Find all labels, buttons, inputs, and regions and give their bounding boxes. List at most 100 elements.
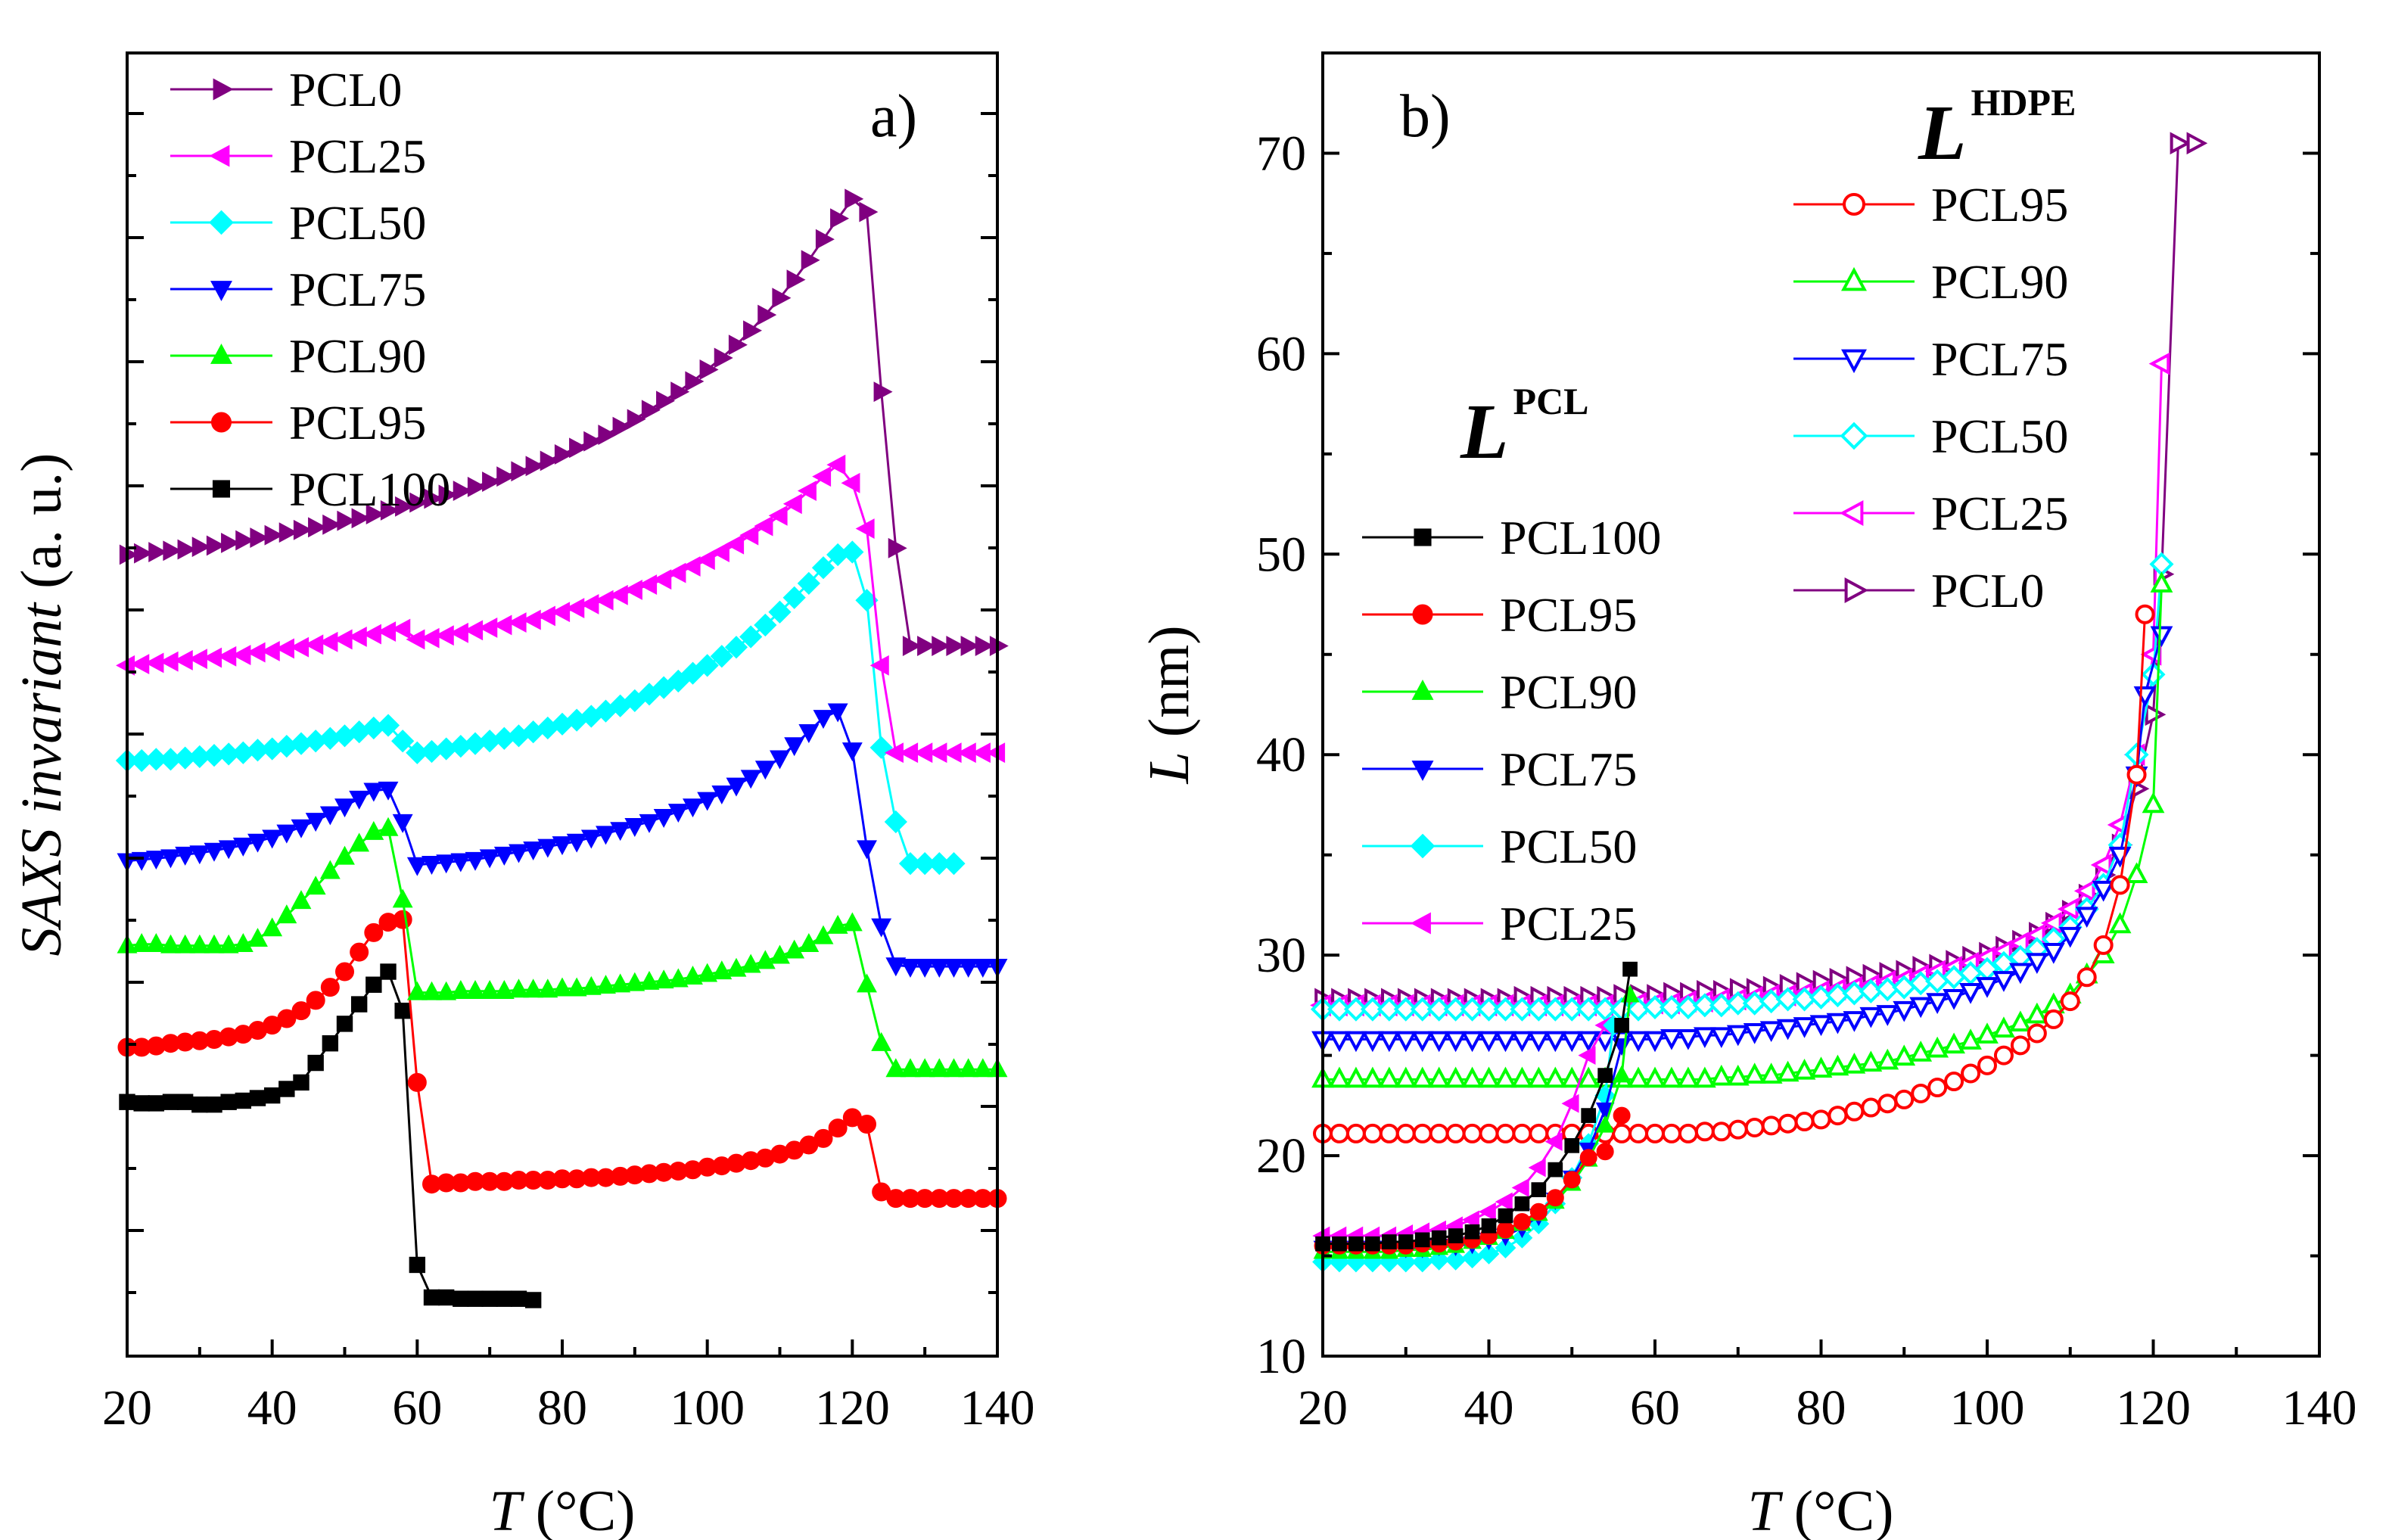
panel-a-series-pcl90-point [450,979,471,999]
panel-a-series-pcl90-point [697,963,718,982]
panel-a-series-pcl0-point [554,443,574,465]
panel-a-series-pcl100-point [278,1081,295,1097]
panel-a-series-pcl50 [115,540,966,876]
panel-b-legend-hdpe-entry-label: PCL0 [1931,564,2044,618]
panel-b-hdpe-pcl90-point [1843,1052,1866,1074]
panel-b-ytick-label: 20 [1256,1128,1306,1184]
panel-b-hdpe-pcl90-point [1726,1064,1750,1086]
panel-b-hdpe-pcl50-point [1410,997,1435,1022]
panel-b-pcl-pcl100 [1315,961,1638,1252]
panel-b-hdpe-pcl95-point [1645,1123,1665,1143]
panel-b-hdpe-pcl95-point [1694,1122,1715,1142]
panel-b-hdpe-pcl50-point [1526,997,1551,1022]
panel-a-series-pcl0-point [989,636,1009,656]
panel-a-label: a) [870,83,917,150]
panel-a-legend-entry-pcl0: PCL0 [170,63,402,117]
panel-a-series-pcl90-point [566,977,587,997]
panel-b-hdpe-pcl75-point [1510,1031,1534,1053]
panel-b-hdpe-pcl50-point [1642,995,1668,1020]
panel-a-series-pcl90 [117,817,1008,1078]
panel-b-pcl-pcl25-point [1561,1094,1579,1113]
panel-b-hdpe-pcl75-point [1494,1031,1517,1053]
panel-a-series-pcl95-point [350,942,369,962]
panel-b-hdpe-pcl50 [1310,552,2174,1022]
panel-a-series-pcl0-point [569,437,589,459]
panel-b-pcl-pcl25-point [1511,1178,1529,1197]
panel-a-series-pcl95-point [306,991,325,1010]
panel-b-hdpe-pcl0-point [2186,132,2208,155]
panel-a-series-pcl0-point [859,201,879,222]
panel-a-series-pcl0-point [438,484,458,506]
panel-b-ytick-label: 10 [1256,1329,1306,1384]
panel-a-series-pcl75-point [509,844,529,863]
panel-b-legend-pcl-entry-label: PCL90 [1500,665,1637,719]
panel-b-pcl-pcl25-point [1478,1202,1496,1221]
panel-a-series-pcl25-point [710,542,729,562]
panel-a-series-pcl0-point [163,540,182,562]
panel-b-hdpe-pcl75-point [1411,1031,1434,1053]
panel-b-hdpe-pcl75-point [1644,1031,1666,1053]
panel-a-series-pcl25-point [319,631,338,652]
panel-a-series-pcl95-point [335,962,354,982]
panel-a-series-pcl90-point [392,888,413,908]
panel-b-hdpe-pcl75-point [1976,977,1999,998]
panel-a-series-pcl0-point [902,636,922,656]
panel-b-ylabel: L (nm) [1137,625,1201,784]
panel-a-series-pcl0-point [293,519,313,540]
panel-a-series-pcl0-point [975,636,994,656]
panel-a-series-pcl75-point [189,845,210,865]
panel-b-hdpe-pcl95-point [1711,1122,1731,1142]
panel-a-legend: PCL0 PCL25 PCL50 PCL75 PCL90 PCL95 PCL100 [170,63,450,516]
panel-b-hdpe-pcl95-point [1761,1115,1781,1136]
panel-a-series-pcl100-point [263,1087,281,1104]
panel-a-series-pcl25-point [841,472,860,493]
annotation-l-hdpe: L HDPE [1918,81,2076,176]
panel-b-hdpe-pcl75-point [1627,1031,1650,1053]
panel-b-hdpe-pcl75-point [2092,880,2115,902]
panel-b-hdpe-pcl75-point [1328,1031,1351,1053]
panel-b-hdpe-pcl95-point [1628,1123,1649,1143]
panel-b-hdpe-pcl75-point [1776,1019,1800,1041]
panel-a-series-pcl100-point [191,1096,208,1113]
panel-a-series-pcl75-point [841,742,863,762]
panel-a-series-pcl100-point [133,1095,150,1112]
panel-a-series-pcl0-point [221,533,241,553]
panel-a-series-pcl0-point [873,381,893,403]
panel-b-hdpe-pcl50-point [1576,997,1601,1022]
panel-b-hdpe-pcl50-point [1659,995,1684,1020]
panel-b-xtick-label: 120 [2116,1380,2191,1436]
panel-b-ytick-label: 30 [1256,928,1306,983]
panel-a-series-pcl90-point [363,820,384,840]
panel-b-hdpe-pcl95-point [1977,1055,1997,1075]
panel-a-xtick-label: 120 [815,1380,890,1436]
panel-a-series-pcl90-point [465,979,486,999]
panel-a-series-pcl0-point [815,229,835,250]
panel-a-legend-swatch-marker [210,343,232,364]
panel-b-hdpe-pcl75-point [1527,1031,1551,1053]
panel-a-series-pcl25-point [260,640,280,661]
panel-a-series-pcl90-point [841,912,863,932]
panel-a-series-pcl95-point [277,1009,297,1028]
panel-b-pcl-pcl95-point [1596,1143,1614,1161]
panel-b-hdpe-pcl75-point [1444,1031,1467,1053]
panel-a-series-pcl50-line [127,550,954,865]
panel-a-series-pcl25-point [232,645,251,666]
panel-b-hdpe-pcl90-point [1427,1066,1451,1088]
panel-b-legend-pcl-entry-pcl25: PCL25 [1362,897,1637,950]
panel-b-hdpe-pcl90-point [1893,1044,1916,1066]
panel-b-xtick-label: 140 [2282,1380,2357,1436]
panel-a-series-pcl90-point [827,914,848,934]
panel-b-hdpe-pcl0-point [2170,132,2191,155]
panel-b-hdpe-pcl95-point [1828,1106,1848,1126]
panel-b-hdpe-pcl75-point [1394,1031,1417,1053]
panel-a-series-pcl0-point [148,542,168,562]
panel-a-legend-entry-pcl75: PCL75 [170,263,426,316]
panel-b-hdpe-pcl95-point [2135,604,2155,624]
panel-a-series-pcl25-point [768,505,788,526]
panel-b-legend-pcl-entry-pcl90: PCL90 [1362,665,1637,719]
panel-a-series-pcl90-point [160,934,181,954]
panel-b-hdpe-pcl90-point [2009,1010,2032,1032]
panel-a-series-pcl0-point [322,514,342,535]
panel-b-hdpe-pcl50-point [1692,993,1717,1018]
panel-a-series-pcl100-point [336,1016,353,1032]
